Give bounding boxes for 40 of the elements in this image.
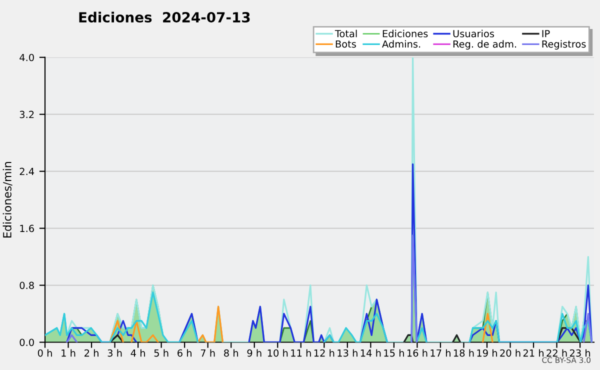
x-tick-label: 10 h [268, 349, 288, 357]
x-tick-label: 8 h [224, 349, 238, 357]
y-tick-label: 3.2 [20, 110, 34, 118]
x-tick-label: 16 h [407, 349, 428, 357]
y-tick-label: 4.0 [20, 54, 34, 62]
y-tick-label: 2.4 [20, 168, 34, 176]
legend-label: IP [542, 30, 550, 38]
x-tick-label: 18 h [454, 349, 474, 357]
legend-label: Reg. de adm. [453, 40, 516, 50]
x-tick-label: 11 h [291, 349, 311, 357]
x-tick-label: 3 h [108, 349, 122, 357]
x-tick-label: 17 h [430, 349, 450, 357]
y-tick-label: 0.0 [20, 338, 34, 346]
legend-label: Bots [336, 40, 356, 48]
x-tick-label: 12 h [314, 349, 334, 357]
x-tick-label: 0 h [38, 349, 52, 357]
x-tick-label: 5 h [154, 349, 168, 357]
x-tick-label: 7 h [200, 349, 215, 357]
legend-label: Registros [542, 40, 586, 50]
x-tick-label: 21 h [523, 349, 544, 357]
x-tick-label: 9 h [247, 349, 262, 357]
x-tick-label: 20 h [500, 349, 520, 357]
legend-label: Admins. [382, 40, 420, 48]
x-tick-label: 1 h [62, 349, 76, 357]
y-axis-title: Ediciones/min [2, 162, 12, 238]
chart-title: Ediciones 2024-07-13 [79, 12, 250, 23]
y-tick-label: 0.8 [20, 282, 34, 290]
x-tick-label: 4 h [130, 349, 145, 357]
y-tick-label: 1.6 [20, 224, 34, 232]
legend-label: Ediciones [382, 30, 428, 38]
x-tick-label: 23 h [570, 349, 590, 357]
x-tick-label: 14 h [360, 349, 381, 357]
x-tick-label: 22 h [546, 349, 567, 357]
x-tick-label: 2 h [84, 349, 98, 357]
legend-label: Total [334, 30, 357, 38]
x-tick-label: 15 h [384, 349, 404, 357]
x-tick-label: 13 h [338, 349, 358, 357]
legend-label: Usuarios [453, 30, 494, 38]
x-tick-label: 6 h [178, 349, 192, 357]
x-tick-label: 19 h [477, 349, 497, 357]
